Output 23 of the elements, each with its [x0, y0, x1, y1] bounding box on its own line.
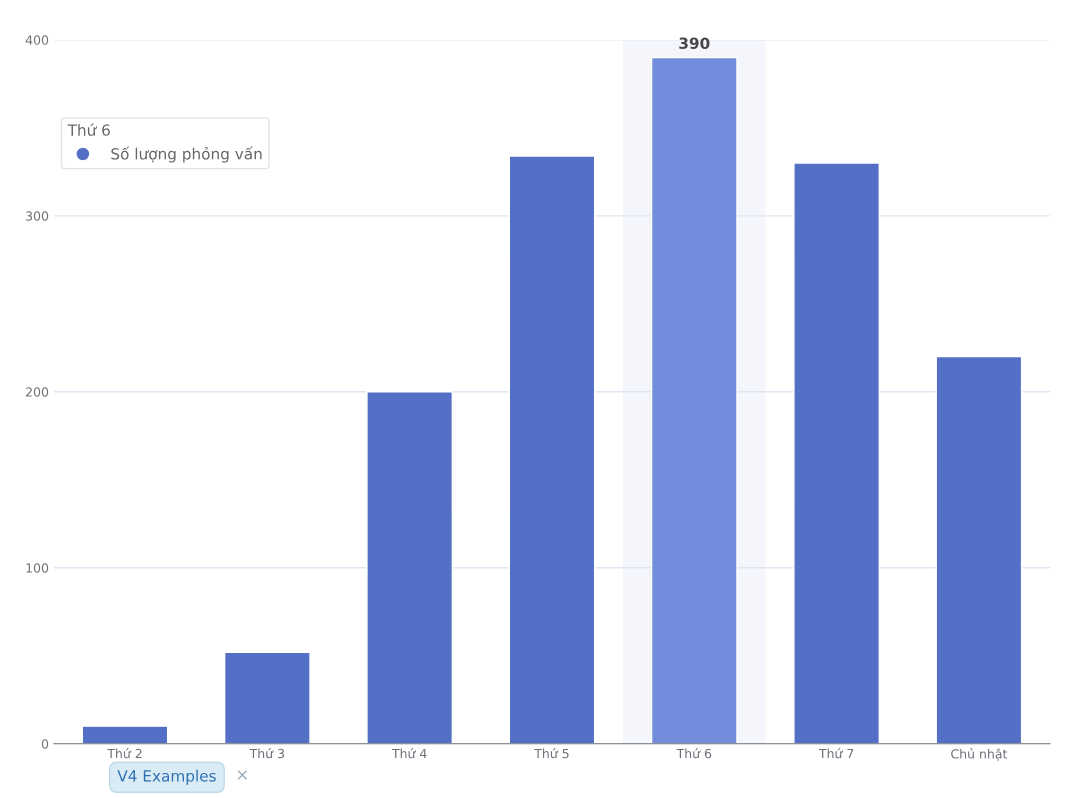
text: V4 Examples — [117, 769, 216, 785]
x-tick-label: Thứ 6 — [676, 748, 712, 759]
y-tick-label: 400 — [25, 35, 49, 45]
data-label: 390 — [679, 37, 710, 49]
x-tick-label: Thứ 4 — [391, 748, 427, 759]
legend-title: Thứ 6 — [67, 123, 110, 136]
y-tick-label: 0 — [41, 739, 49, 749]
bar — [366, 391, 454, 744]
bar — [508, 155, 596, 744]
bar — [793, 162, 880, 744]
text: × — [237, 770, 248, 780]
bar — [81, 725, 169, 744]
x-tick-label: Thứ 7 — [818, 748, 854, 759]
x-tick-label: Thứ 5 — [534, 748, 569, 759]
y-tick-label: 100 — [26, 563, 49, 573]
bar — [223, 651, 311, 744]
x-tick-label: Chủ nhật — [951, 748, 1008, 761]
x-tick-label: Thứ 2 — [107, 748, 142, 759]
legend-label: Số lượng phỏng vấn — [111, 146, 262, 163]
x-tick-label: Thứ 3 — [249, 748, 285, 759]
y-tick-label: 300 — [26, 211, 49, 221]
y-tick-label: 200 — [26, 387, 49, 397]
bar — [935, 355, 1023, 744]
